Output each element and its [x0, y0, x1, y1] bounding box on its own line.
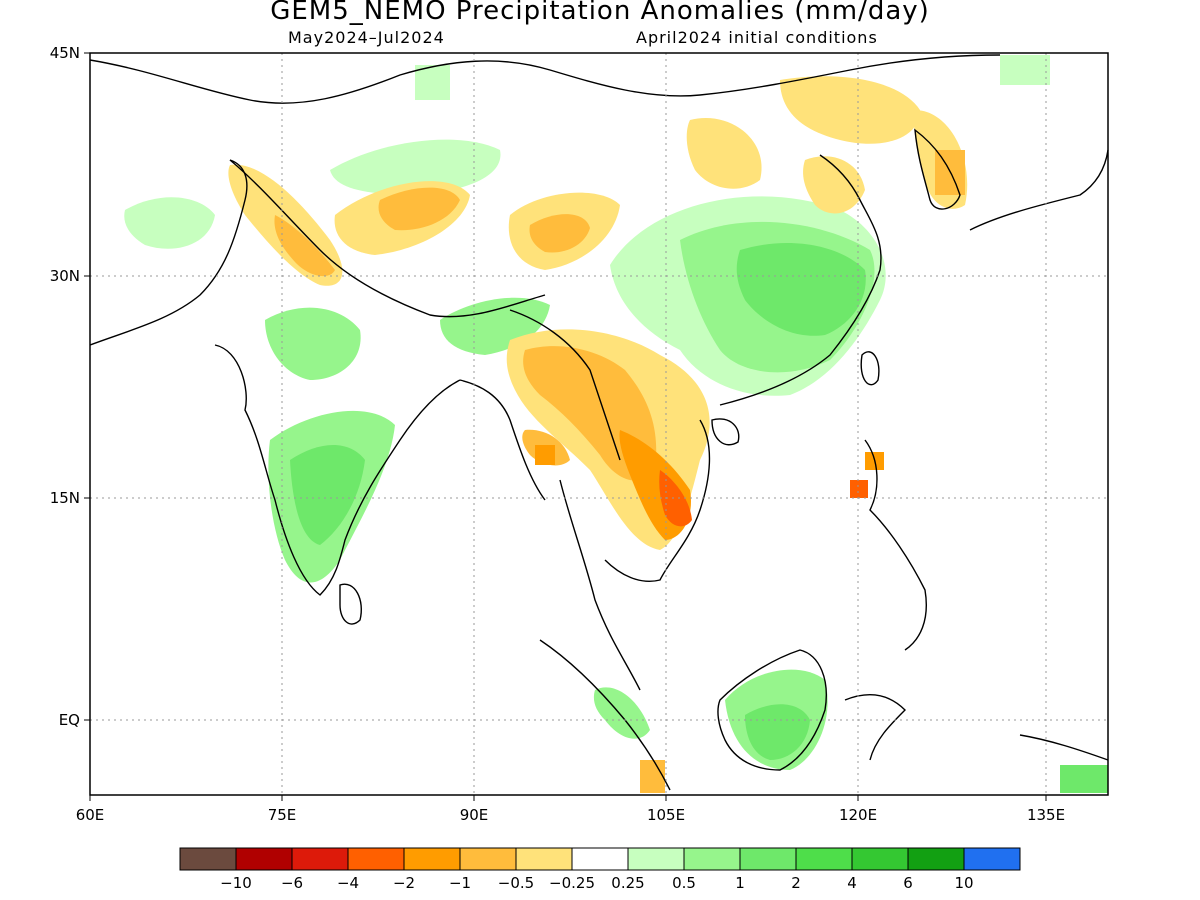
colorbar-swatch — [907, 847, 965, 871]
anomaly-manchuria-dry — [780, 76, 920, 144]
anomaly-borneo-core — [745, 704, 810, 760]
anomaly-tibet-north — [330, 139, 501, 195]
colorbar-swatch — [739, 847, 797, 871]
china-coast — [719, 154, 882, 406]
myanmar-border — [509, 309, 621, 461]
map-title: GEM5_NEMO Precipitation Anomalies (mm/da… — [270, 0, 930, 26]
northern-border — [89, 54, 1001, 104]
sulawesi — [844, 694, 906, 761]
new-guinea — [1019, 734, 1109, 761]
colorbar-swatch — [291, 847, 349, 871]
taiwan — [860, 351, 880, 386]
colorbar-label: 1 — [735, 874, 745, 892]
colorbar-swatch — [347, 847, 405, 871]
lat-labels: 45N 30N 15N EQ — [50, 44, 80, 729]
pakistan-border — [89, 159, 248, 346]
anomaly-qinghai-core — [529, 214, 590, 253]
japan — [969, 149, 1109, 231]
lon-label-75e: 75E — [268, 806, 297, 824]
lon-label-120e: 120E — [839, 806, 877, 824]
anomaly-indochina-core — [659, 470, 692, 527]
colorbar-label: 4 — [847, 874, 857, 892]
graticule — [90, 53, 1108, 795]
colorbar-swatch — [683, 847, 741, 871]
lat-label-15n: 15N — [50, 489, 80, 507]
malay-peninsula — [559, 479, 641, 691]
forecast-period: May2024–Jul2024 — [288, 28, 445, 47]
anomaly-luzon — [850, 480, 868, 498]
axis-ticks — [84, 52, 1047, 801]
anomaly-central-india — [265, 307, 361, 380]
colorbar-swatch — [963, 847, 1021, 871]
colorbar-label: −2 — [393, 874, 415, 892]
colorbar-label: −1 — [449, 874, 471, 892]
lat-label-30n: 30N — [50, 267, 80, 285]
india-coastline — [214, 344, 461, 596]
anomaly-bohai-dry — [803, 156, 865, 214]
lat-label-45n: 45N — [50, 44, 80, 62]
colorbar-swatch — [627, 847, 685, 871]
initial-conditions: April2024 initial conditions — [636, 28, 878, 47]
anomaly-afghanistan — [124, 197, 215, 249]
colorbar-swatch — [851, 847, 909, 871]
lon-label-135e: 135E — [1027, 806, 1065, 824]
lon-label-60e: 60E — [76, 806, 105, 824]
colorbar-swatch — [459, 847, 517, 871]
colorbar-swatch — [571, 847, 629, 871]
sri-lanka — [339, 583, 362, 625]
korea — [914, 128, 961, 210]
colorbar-swatch — [403, 847, 461, 871]
hainan — [711, 418, 740, 446]
colorbar-label: 0.25 — [611, 874, 644, 892]
colorbar-label: −0.5 — [498, 874, 534, 892]
lon-label-90e: 90E — [460, 806, 489, 824]
colorbar-label: 0.5 — [672, 874, 696, 892]
indochina-coast — [604, 419, 711, 582]
colorbar-label: 10 — [954, 874, 973, 892]
map-frame — [89, 52, 1109, 796]
borneo — [717, 649, 827, 771]
himalaya-border — [229, 159, 546, 318]
colorbar-label: −10 — [220, 874, 252, 892]
colorbar-swatch — [515, 847, 573, 871]
colorbar-swatch — [179, 847, 237, 871]
anomaly-north-china-dry — [686, 118, 762, 189]
colorbar-label: −6 — [281, 874, 303, 892]
anomaly-south-china-strong — [736, 242, 866, 336]
anomaly-tibet-core — [378, 187, 460, 231]
coastlines — [89, 54, 1109, 791]
colorbar-label: 2 — [791, 874, 801, 892]
anomaly-java — [640, 760, 665, 793]
colorbar-swatch — [795, 847, 853, 871]
colorbar-label: 6 — [903, 874, 913, 892]
anomaly-fields — [124, 55, 1108, 793]
lon-label-105e: 105E — [647, 806, 685, 824]
colorbar-swatch — [235, 847, 293, 871]
anomaly-mongolia — [415, 65, 450, 100]
lon-labels: 60E 75E 90E 105E 120E 135E — [76, 806, 1065, 824]
anomaly-arakan-core — [535, 445, 555, 465]
anomaly-india-core — [290, 445, 365, 545]
philippines — [864, 439, 927, 651]
colorbar-label: −0.25 — [549, 874, 595, 892]
anomaly-korea-north — [1000, 55, 1050, 85]
bay-of-bengal-coast — [459, 379, 546, 501]
anomaly-himalaya-core — [274, 215, 335, 277]
anomaly-new-guinea — [1060, 765, 1108, 793]
colorbar-label: −4 — [337, 874, 359, 892]
lat-label-eq: EQ — [59, 711, 80, 729]
colorbar: −10 −6 −4 −2 −1 −0.5 −0.25 0.25 0.5 1 2 4 6 10 — [179, 847, 1021, 892]
